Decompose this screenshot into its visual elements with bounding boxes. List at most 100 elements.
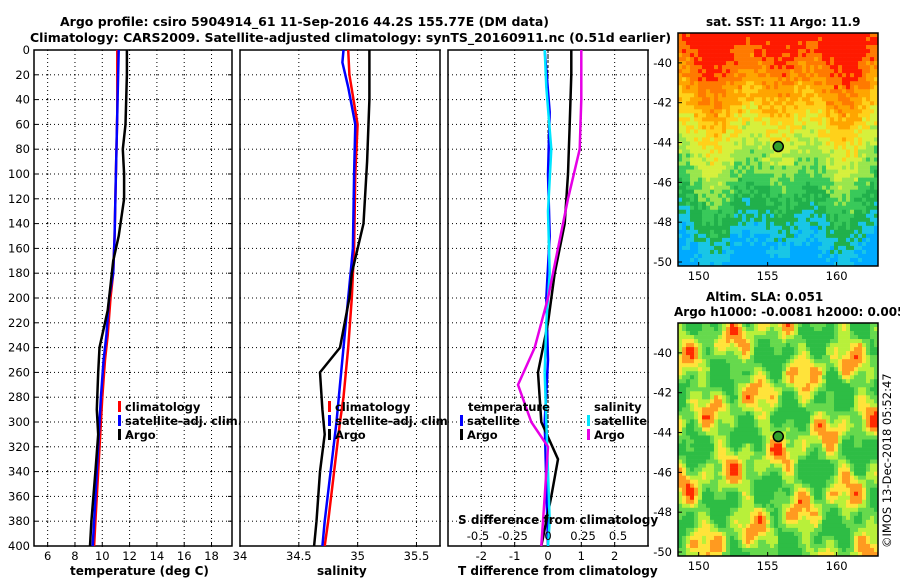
grid-dot: [580, 358, 582, 359]
grid-dot: [74, 382, 76, 383]
grid-dot: [496, 99, 497, 101]
depth-tick-label: 0: [23, 43, 30, 57]
grid-dot: [384, 421, 385, 423]
grid-dot: [500, 347, 501, 349]
grid-dot: [142, 247, 143, 249]
grid-dot: [614, 202, 616, 203]
grid-dot: [360, 471, 361, 473]
grid-dot: [328, 49, 329, 51]
grid-dot: [298, 78, 300, 79]
grid-dot: [320, 495, 321, 497]
grid-dot: [142, 421, 143, 423]
grid-dot: [372, 297, 373, 299]
grid-dot: [280, 421, 281, 423]
grid-dot: [218, 297, 219, 299]
grid-dot: [580, 386, 582, 387]
grid-dot: [415, 494, 417, 495]
grid-dot: [218, 520, 219, 522]
grid-dot: [66, 347, 67, 349]
grid-dot: [211, 174, 213, 175]
grid-dot: [183, 270, 185, 271]
grid-dot: [324, 322, 325, 324]
grid-dot: [280, 471, 281, 473]
grid-dot: [74, 354, 76, 355]
grid-dot: [547, 398, 549, 399]
grid-dot: [614, 142, 616, 143]
grid-dot: [480, 214, 482, 215]
grid-dot: [170, 322, 171, 324]
grid-dot: [74, 246, 76, 247]
grid-dot: [162, 272, 163, 274]
grid-dot: [214, 74, 215, 76]
grid-dot: [476, 272, 477, 274]
grid-dot: [202, 347, 203, 349]
grid-dot: [211, 142, 213, 143]
grid-dot: [352, 421, 353, 423]
grid-dot: [392, 123, 393, 125]
grid-dot: [206, 247, 207, 249]
grid-dot: [614, 126, 616, 127]
grid-dot: [415, 434, 417, 435]
grid-dot: [101, 242, 103, 243]
grid-dot: [614, 186, 616, 187]
grid-dot: [42, 520, 43, 522]
grid-dot: [580, 330, 582, 331]
grid-dot: [298, 498, 300, 499]
grid-dot: [244, 123, 245, 125]
grid-dot: [415, 314, 417, 315]
grid-dot: [288, 49, 289, 51]
grid-dot: [514, 148, 516, 150]
grid-dot: [480, 272, 481, 274]
grid-dot: [183, 230, 185, 231]
grid-dot: [129, 430, 131, 431]
grid-dot: [74, 302, 76, 303]
grid-dot: [222, 322, 223, 324]
grid-dot: [194, 545, 195, 547]
grid-dot: [412, 396, 413, 398]
grid-dot: [211, 406, 213, 407]
grid-dot: [412, 322, 413, 324]
grid-dot: [320, 272, 321, 274]
grid-dot: [214, 446, 215, 448]
grid-dot: [183, 470, 185, 471]
grid-dot: [264, 49, 265, 51]
grid-dot: [298, 510, 300, 511]
grid-dot: [614, 318, 616, 319]
grid-dot: [211, 74, 213, 75]
grid-dot: [436, 99, 437, 101]
grid-dot: [348, 545, 349, 547]
grid-dot: [412, 173, 413, 175]
grid-dot: [239, 138, 241, 139]
grid-dot: [460, 471, 461, 473]
grid-dot: [66, 272, 67, 274]
grid-dot: [416, 74, 417, 76]
grid-dot: [129, 522, 131, 523]
grid-dot: [296, 74, 297, 76]
grid-dot: [74, 495, 75, 497]
grid-dot: [218, 545, 219, 547]
grid-dot: [480, 247, 482, 249]
grid-dot: [357, 294, 359, 295]
grid-dot: [514, 142, 516, 143]
grid-dot: [476, 247, 477, 249]
grid-dot: [357, 482, 359, 483]
grid-dot: [352, 495, 353, 497]
grid-dot: [260, 545, 261, 547]
grid-dot: [320, 322, 321, 324]
grid-dot: [162, 347, 163, 349]
grid-dot: [47, 502, 49, 503]
grid-dot: [74, 66, 76, 67]
grid-dot: [344, 198, 345, 200]
grid-dot: [298, 230, 300, 231]
grid-dot: [514, 310, 516, 311]
grid-dot: [288, 123, 289, 125]
grid-dot: [484, 272, 485, 274]
grid-dot: [480, 330, 482, 331]
grid-dot: [211, 398, 213, 399]
grid-dot: [47, 74, 49, 75]
grid-dot: [74, 110, 76, 111]
grid-dot: [239, 478, 241, 479]
grid-dot: [298, 486, 300, 487]
grid-dot: [74, 410, 76, 411]
grid-dot: [514, 94, 516, 95]
